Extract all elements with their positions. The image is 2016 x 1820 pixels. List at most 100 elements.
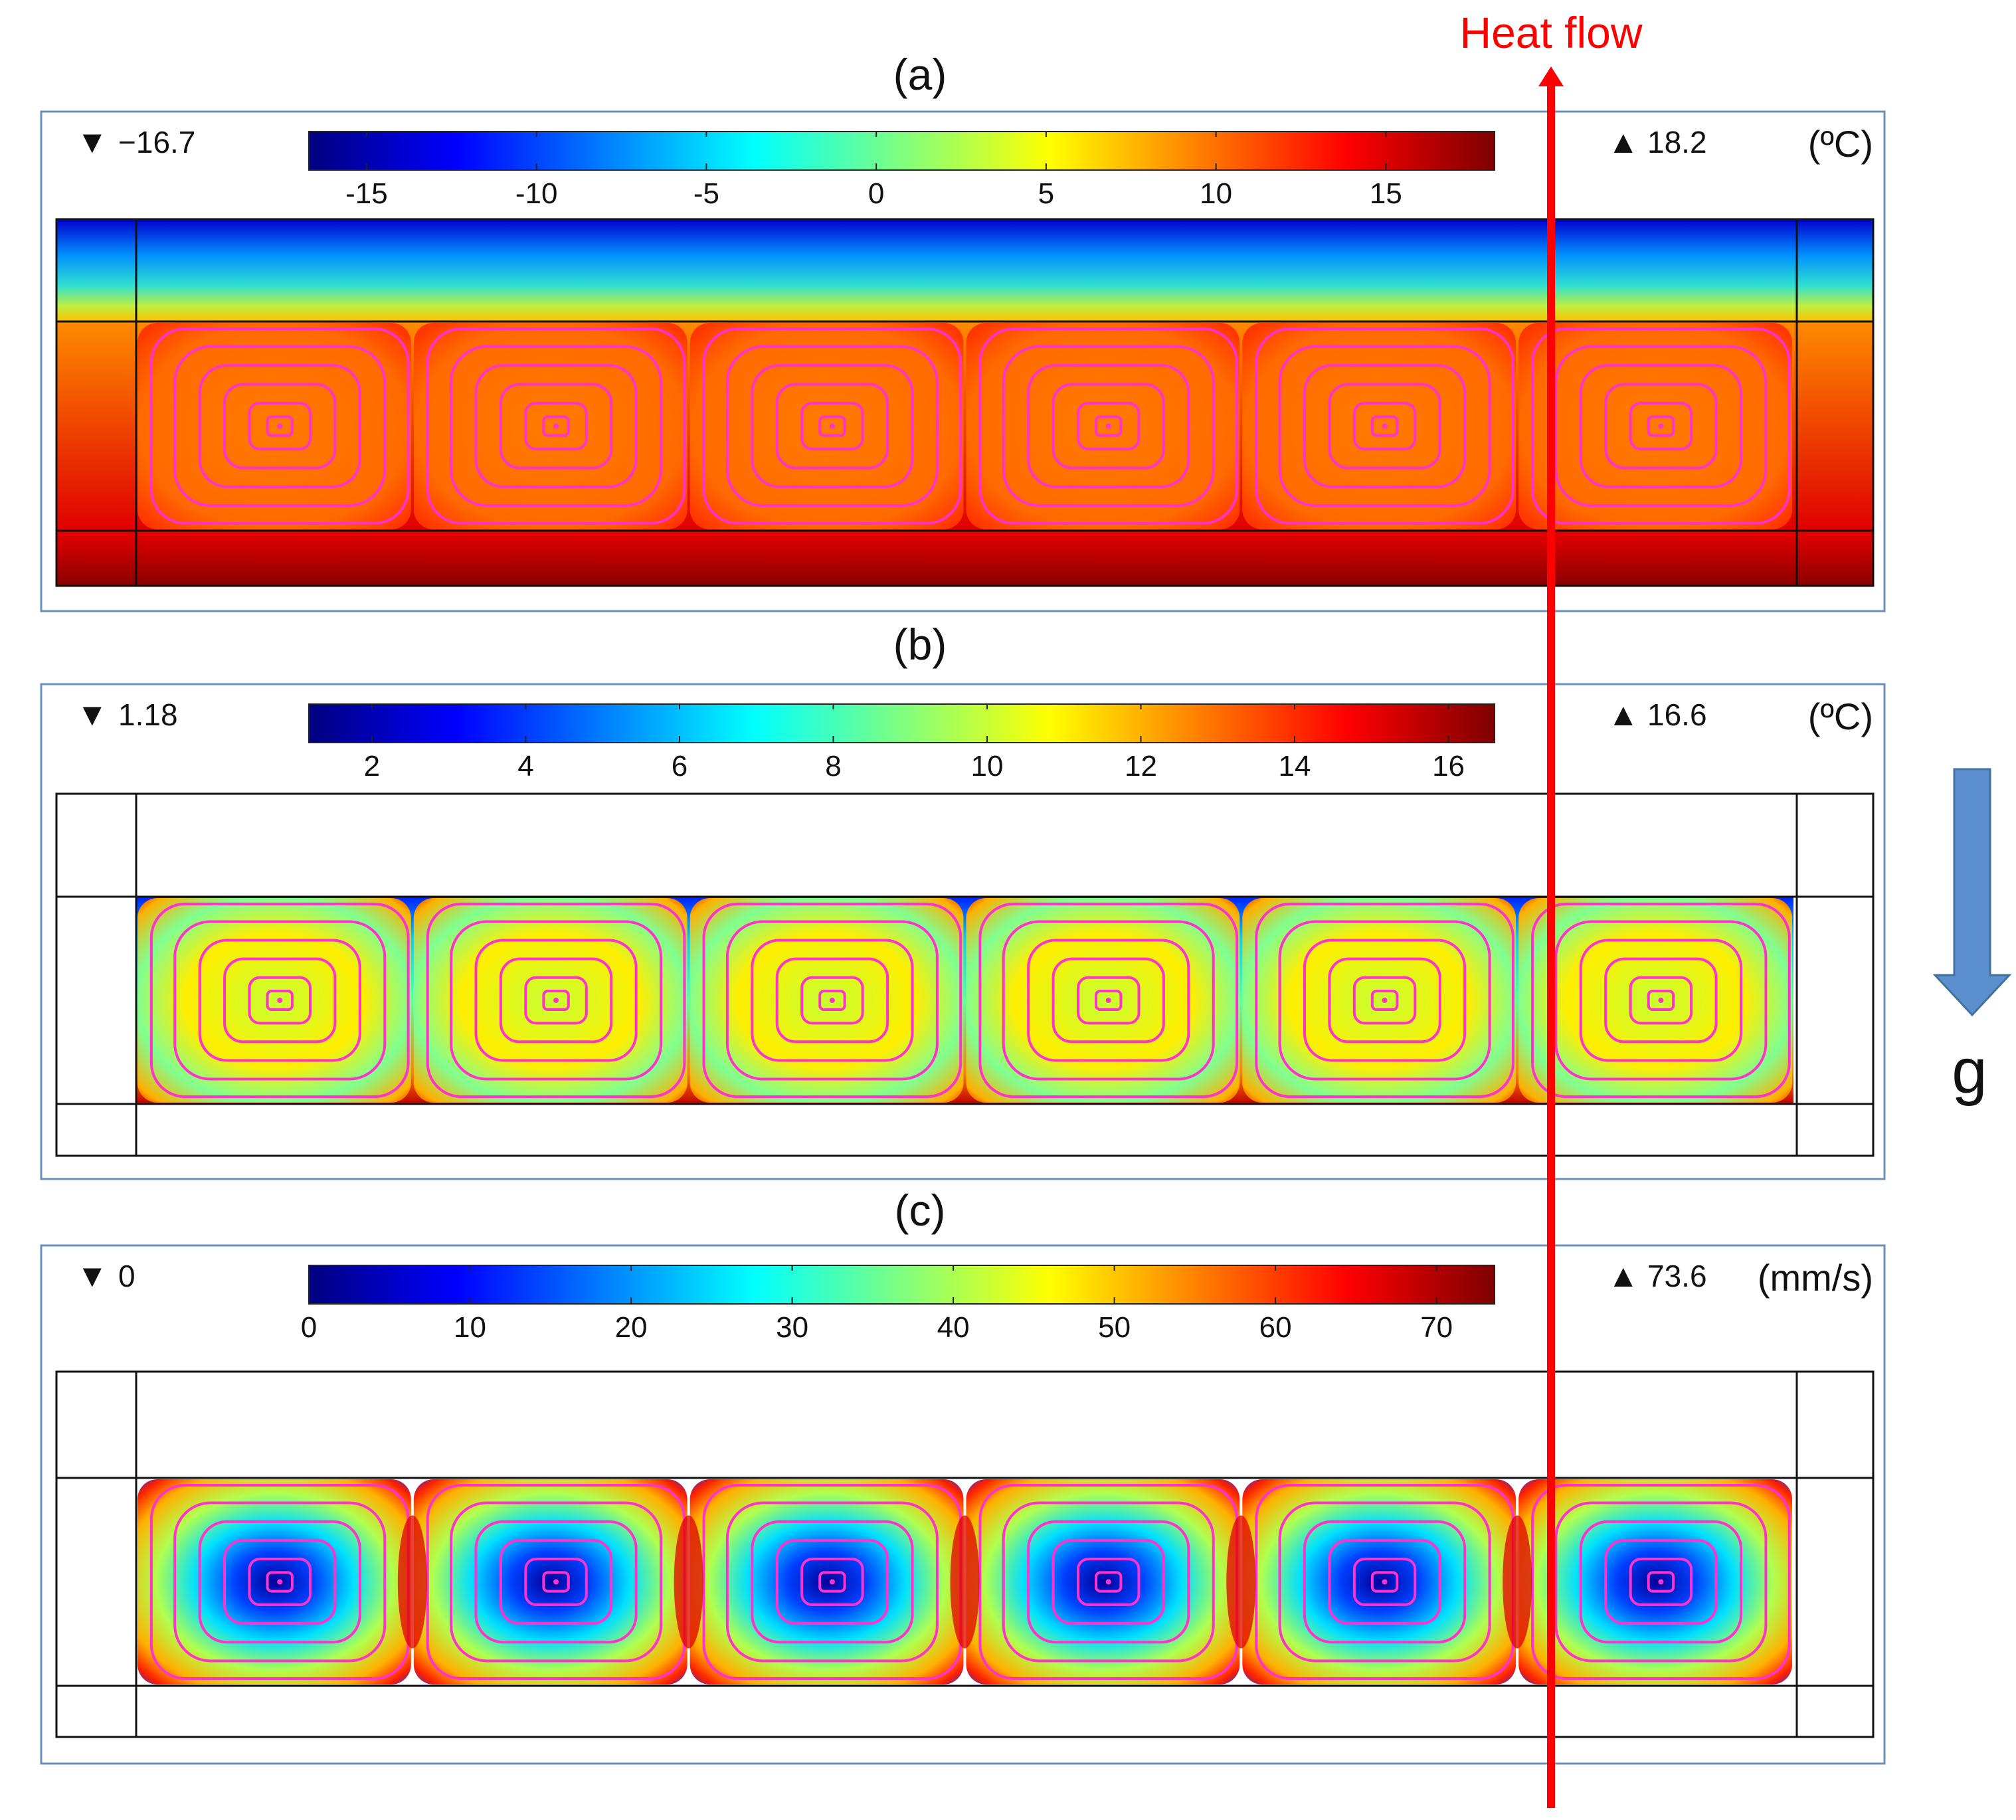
streamline bbox=[1255, 327, 1514, 525]
streamline bbox=[1531, 1483, 1791, 1681]
streamline bbox=[1370, 989, 1399, 1012]
cell-center bbox=[277, 998, 283, 1003]
streamline bbox=[1604, 383, 1718, 470]
streamline bbox=[978, 902, 1239, 1099]
colorbar-tick-label: 5 bbox=[1038, 177, 1054, 210]
streamline bbox=[1370, 1571, 1399, 1593]
streamline bbox=[1647, 1571, 1675, 1593]
convection-cell bbox=[689, 898, 964, 1103]
streamline bbox=[198, 364, 361, 488]
simulation-domain bbox=[55, 792, 1875, 1157]
convection-cell bbox=[137, 898, 411, 1103]
streamline bbox=[1604, 957, 1718, 1044]
streamline bbox=[1370, 415, 1399, 437]
streamline bbox=[499, 1538, 613, 1625]
streamline bbox=[474, 1520, 638, 1644]
colorbar bbox=[308, 131, 1495, 171]
colorbar bbox=[308, 703, 1495, 743]
streamline bbox=[1278, 1501, 1491, 1663]
streamline bbox=[223, 383, 337, 470]
convection-cell bbox=[1242, 1479, 1516, 1684]
colorbar-tick-label: 16 bbox=[1432, 750, 1465, 782]
cell-center bbox=[1105, 1579, 1111, 1585]
convection-cell bbox=[1518, 1479, 1792, 1684]
colorbar-tick-label: -10 bbox=[515, 177, 558, 210]
streamline bbox=[1027, 364, 1190, 488]
panel-a: (a) ▼ −16.7 ▲ 18.2 (ºC) -15 -10 -5 0 5 10 15 bbox=[40, 50, 1886, 612]
convection-cell bbox=[137, 1479, 411, 1684]
max-marker-icon: ▲ bbox=[1607, 125, 1639, 160]
cell-center bbox=[277, 1579, 283, 1585]
streamline bbox=[1095, 415, 1123, 437]
velocity-zone bbox=[1503, 1515, 1532, 1649]
streamline bbox=[426, 902, 686, 1099]
panel-c: (c) ▼ 0 ▲ 73.6 (mm/s) 0 10 20 30 40 50 60 70 bbox=[40, 1186, 1886, 1765]
domain-outline bbox=[55, 1370, 1875, 1738]
cell-center bbox=[1658, 998, 1664, 1003]
streamline bbox=[248, 1558, 312, 1606]
colorbar-tick-label: 20 bbox=[615, 1311, 648, 1344]
streamline bbox=[1629, 401, 1693, 451]
streamline bbox=[1076, 976, 1141, 1025]
streamline bbox=[775, 383, 889, 470]
colorbar-tick-label: -15 bbox=[345, 177, 388, 210]
colorbar bbox=[308, 1265, 1495, 1305]
streamline bbox=[1531, 327, 1791, 525]
bottom-solid-field bbox=[56, 531, 1873, 586]
panel-label: (a) bbox=[893, 50, 947, 99]
colorbar-tick-label: 8 bbox=[825, 750, 841, 782]
streamline bbox=[542, 1571, 570, 1593]
streamline bbox=[1629, 976, 1693, 1025]
velocity-zone bbox=[674, 1515, 703, 1649]
streamline bbox=[1095, 1571, 1123, 1593]
streamline bbox=[751, 939, 914, 1062]
convection-cell bbox=[1242, 323, 1516, 529]
streamline bbox=[542, 415, 570, 437]
colorbar-tick-label: 10 bbox=[971, 750, 1004, 782]
colorbar-tick-label: 30 bbox=[776, 1311, 808, 1344]
streamline bbox=[751, 1520, 914, 1644]
min-marker-icon: ▼ bbox=[76, 1259, 108, 1294]
streamline bbox=[499, 383, 613, 470]
streamline bbox=[198, 1520, 361, 1644]
cell-center bbox=[553, 998, 559, 1003]
streamline bbox=[1027, 939, 1190, 1062]
streamline bbox=[426, 327, 686, 525]
simulation-domain bbox=[55, 1370, 1875, 1738]
cell-center bbox=[1658, 1579, 1664, 1585]
max-marker-icon: ▲ bbox=[1607, 697, 1639, 733]
cell-center bbox=[1658, 423, 1664, 429]
streamline bbox=[1052, 1538, 1165, 1625]
max-value: 18.2 bbox=[1647, 125, 1707, 159]
convection-cell bbox=[413, 323, 687, 529]
streamline bbox=[474, 939, 638, 1062]
convection-cell bbox=[966, 898, 1240, 1103]
streamline bbox=[775, 957, 889, 1044]
streamline bbox=[1629, 1558, 1693, 1606]
colorbar-tick-label: 2 bbox=[364, 750, 380, 782]
streamline bbox=[248, 976, 312, 1025]
streamline bbox=[1027, 1520, 1190, 1644]
convection-cell bbox=[137, 323, 411, 529]
colorbar-tick-label: -5 bbox=[693, 177, 719, 210]
streamline bbox=[173, 345, 387, 507]
cell-center bbox=[1382, 423, 1388, 429]
streamline bbox=[1647, 989, 1675, 1012]
colorbar-tick-label: 60 bbox=[1259, 1311, 1292, 1344]
streamline bbox=[1554, 1501, 1768, 1663]
streamline bbox=[1278, 345, 1491, 507]
gravity-label: g bbox=[1952, 1036, 1987, 1107]
streamline bbox=[725, 920, 939, 1081]
colorbar-tick-label: 6 bbox=[672, 750, 687, 782]
max-marker-icon: ▲ bbox=[1607, 1259, 1639, 1294]
streamline bbox=[1002, 920, 1215, 1081]
streamline bbox=[1554, 345, 1768, 507]
streamline bbox=[800, 1558, 864, 1606]
streamline bbox=[725, 1501, 939, 1663]
streamline bbox=[499, 957, 613, 1044]
streamline bbox=[223, 1538, 337, 1625]
colorbar-tick-label: 10 bbox=[1200, 177, 1232, 210]
cell-center bbox=[553, 1579, 559, 1585]
streamline bbox=[800, 976, 864, 1025]
streamline bbox=[1095, 989, 1123, 1012]
